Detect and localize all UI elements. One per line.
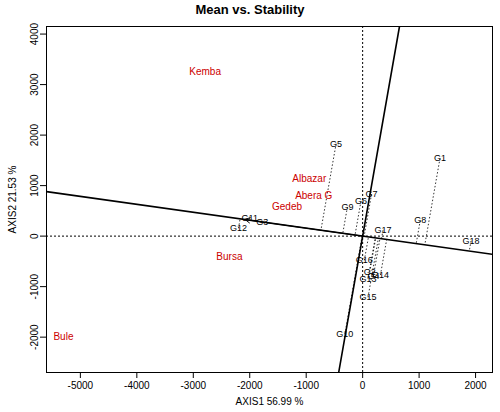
svg-text:Bursa: Bursa [216,251,243,262]
svg-text:G3: G3 [256,217,268,227]
svg-text:G16: G16 [356,255,373,265]
svg-text:Abera G: Abera G [295,190,332,201]
svg-text:1000: 1000 [408,380,431,391]
svg-text:AXIS2 21.53 %: AXIS2 21.53 % [7,165,18,233]
svg-text:1000: 1000 [29,174,40,197]
svg-text:3000: 3000 [29,73,40,96]
svg-text:G10: G10 [336,329,353,339]
svg-text:G11: G11 [242,213,258,223]
svg-text:-1000: -1000 [293,380,319,391]
svg-text:G15: G15 [360,292,377,302]
svg-text:G12: G12 [230,223,247,233]
svg-text:AXIS1 56.99 %: AXIS1 56.99 % [236,396,304,407]
svg-text:-2000: -2000 [29,324,40,350]
svg-text:2000: 2000 [464,380,487,391]
svg-text:-2000: -2000 [237,380,263,391]
svg-text:-5000: -5000 [68,380,94,391]
svg-text:Kemba: Kemba [189,66,221,77]
svg-text:-1000: -1000 [29,273,40,299]
svg-text:-3000: -3000 [180,380,206,391]
svg-text:G14: G14 [372,270,389,280]
svg-text:G7: G7 [366,189,378,199]
svg-text:G13: G13 [359,273,377,284]
svg-text:G5: G5 [330,139,342,149]
svg-text:G17: G17 [374,225,391,235]
svg-text:Bule: Bule [53,331,73,342]
svg-text:G8: G8 [414,215,426,225]
html-text:Mean vs. Stability: Mean vs. Stability [195,2,305,17]
svg-text:2000: 2000 [29,124,40,147]
svg-text:-4000: -4000 [124,380,150,391]
svg-text:G1: G1 [434,153,446,163]
svg-text:G9: G9 [341,202,353,212]
svg-text:Albazar: Albazar [292,173,327,184]
svg-text:0: 0 [360,380,366,391]
svg-text:G6: G6 [355,196,367,207]
svg-text:G18: G18 [463,236,480,246]
svg-text:0: 0 [29,233,40,239]
svg-text:Gedeb: Gedeb [272,201,302,212]
svg-text:4000: 4000 [29,23,40,46]
